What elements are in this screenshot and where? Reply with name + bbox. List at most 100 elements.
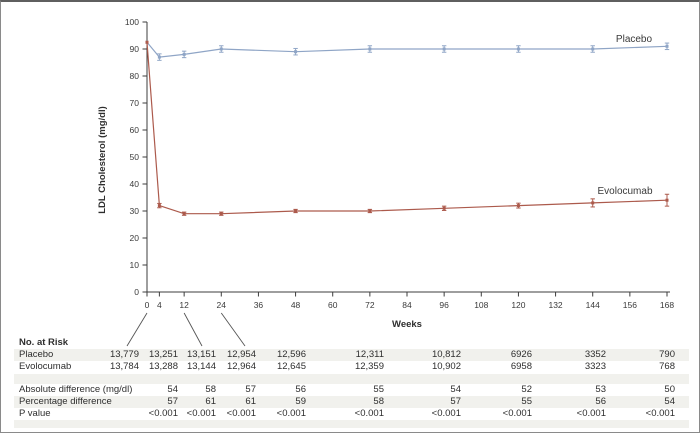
x-tick-label: 108 <box>474 300 488 310</box>
x-tick-label: 12 <box>179 300 189 310</box>
p-value-row-value: <0.001 <box>354 408 384 419</box>
p-value-row-value: <0.001 <box>645 408 675 419</box>
p-value-row-label: P value <box>19 408 51 419</box>
y-tick-label: 20 <box>130 233 140 243</box>
p-value-row-value: <0.001 <box>576 408 606 419</box>
placebo-risk-row-value: 13,779 <box>109 349 139 360</box>
x-tick-label: 72 <box>365 300 375 310</box>
absolute-difference-row-label: Absolute difference (mg/dl) <box>19 384 133 395</box>
percentage-difference-row-value: 57 <box>167 396 178 407</box>
evolocumab-risk-row-value: 12,645 <box>276 361 306 372</box>
percentage-difference-row-value: 54 <box>664 396 675 407</box>
placebo-risk-row-value: 10,812 <box>431 349 461 360</box>
x-tick-label: 48 <box>291 300 301 310</box>
y-tick-label: 40 <box>130 179 140 189</box>
absolute-difference-row-value: 58 <box>205 384 216 395</box>
p-value-row-value: <0.001 <box>226 408 256 419</box>
data-point-marker <box>145 40 149 44</box>
x-tick-label: 24 <box>217 300 227 310</box>
data-point-marker <box>591 201 595 205</box>
data-point-marker <box>182 52 186 56</box>
evolocumab-risk-row-value: 768 <box>659 361 675 372</box>
absolute-difference-row-value: 57 <box>245 384 256 395</box>
data-point-marker <box>516 47 520 51</box>
placebo-risk-row-value: 13,151 <box>186 349 216 360</box>
data-point-marker <box>591 47 595 51</box>
y-tick-label: 60 <box>130 125 140 135</box>
x-tick-label: 156 <box>623 300 637 310</box>
percentage-difference-row-value: 58 <box>373 396 384 407</box>
percentage-difference-row-value: 61 <box>245 396 256 407</box>
y-tick-label: 70 <box>130 98 140 108</box>
absolute-difference-row-value: 56 <box>295 384 306 395</box>
percentage-difference-row-value: 56 <box>595 396 606 407</box>
absolute-difference-row-value: 50 <box>664 384 675 395</box>
percentage-difference-row-value: 61 <box>205 396 216 407</box>
placebo-risk-row-value: 6926 <box>510 349 532 360</box>
placebo-series-label: Placebo <box>616 34 653 45</box>
p-value-row-value: <0.001 <box>148 408 178 419</box>
data-point-marker <box>157 204 161 208</box>
data-point-marker <box>219 212 223 216</box>
table-stripe <box>14 420 689 428</box>
x-tick-label: 144 <box>586 300 600 310</box>
p-value-row-value: <0.001 <box>276 408 306 419</box>
placebo-risk-row-label: Placebo <box>19 349 54 360</box>
evolocumab-risk-row-value: 12,359 <box>354 361 384 372</box>
series-line <box>146 42 668 215</box>
no-at-risk-heading-label: No. at Risk <box>19 337 69 348</box>
data-point-marker <box>442 47 446 51</box>
absolute-difference-row-value: 54 <box>167 384 178 395</box>
y-tick-label: 100 <box>125 17 139 27</box>
callout-leader-line <box>183 312 203 347</box>
data-point-marker <box>442 206 446 210</box>
x-tick-label: 96 <box>439 300 449 310</box>
x-tick-label: 36 <box>254 300 264 310</box>
data-point-marker <box>157 55 161 59</box>
x-tick-label: 0 <box>145 300 150 310</box>
absolute-difference-row-value: 54 <box>450 384 461 395</box>
percentage-difference-row-label: Percentage difference <box>19 396 112 407</box>
p-value-row-value: <0.001 <box>186 408 216 419</box>
x-tick-label: 168 <box>660 300 674 310</box>
absolute-difference-row-value: 52 <box>521 384 532 395</box>
data-point-marker <box>182 212 186 216</box>
placebo-risk-row-value: 12,954 <box>226 349 256 360</box>
y-tick-label: 0 <box>134 287 139 297</box>
x-tick-label: 4 <box>157 300 162 310</box>
placebo-risk-row-value: 12,596 <box>276 349 306 360</box>
data-point-marker <box>368 209 372 213</box>
percentage-difference-row-value: 57 <box>450 396 461 407</box>
y-tick-label: 10 <box>130 260 140 270</box>
x-tick-label: 60 <box>328 300 338 310</box>
evolocumab-risk-row-value: 10,902 <box>431 361 461 372</box>
absolute-difference-row-value: 53 <box>595 384 606 395</box>
evolocumab-risk-row-label: Evolocumab <box>19 361 72 372</box>
percentage-difference-row-value: 59 <box>295 396 306 407</box>
x-tick-label: 84 <box>402 300 412 310</box>
placebo-risk-row-value: 12,311 <box>355 349 384 360</box>
data-point-marker <box>665 198 669 202</box>
evolocumab-risk-row-value: 12,964 <box>226 361 256 372</box>
table-stripe <box>14 349 689 361</box>
data-point-marker <box>294 209 298 213</box>
data-point-marker <box>219 47 223 51</box>
absolute-difference-row-value: 55 <box>373 384 384 395</box>
y-tick-label: 90 <box>130 44 140 54</box>
callout-leader-line <box>220 312 246 347</box>
data-point-marker <box>368 47 372 51</box>
callout-leader-line <box>126 312 148 347</box>
y-tick-label: 80 <box>130 71 140 81</box>
data-point-marker <box>665 44 669 48</box>
evolocumab-risk-row-value: 13,784 <box>109 361 139 372</box>
evolocumab-risk-row-value: 13,288 <box>148 361 178 372</box>
data-point-marker <box>294 50 298 54</box>
evolocumab-risk-row-value: 6958 <box>510 361 532 372</box>
data-point-marker <box>516 204 520 208</box>
p-value-row-value: <0.001 <box>502 408 532 419</box>
evolocumab-risk-row-value: 3323 <box>584 361 606 372</box>
